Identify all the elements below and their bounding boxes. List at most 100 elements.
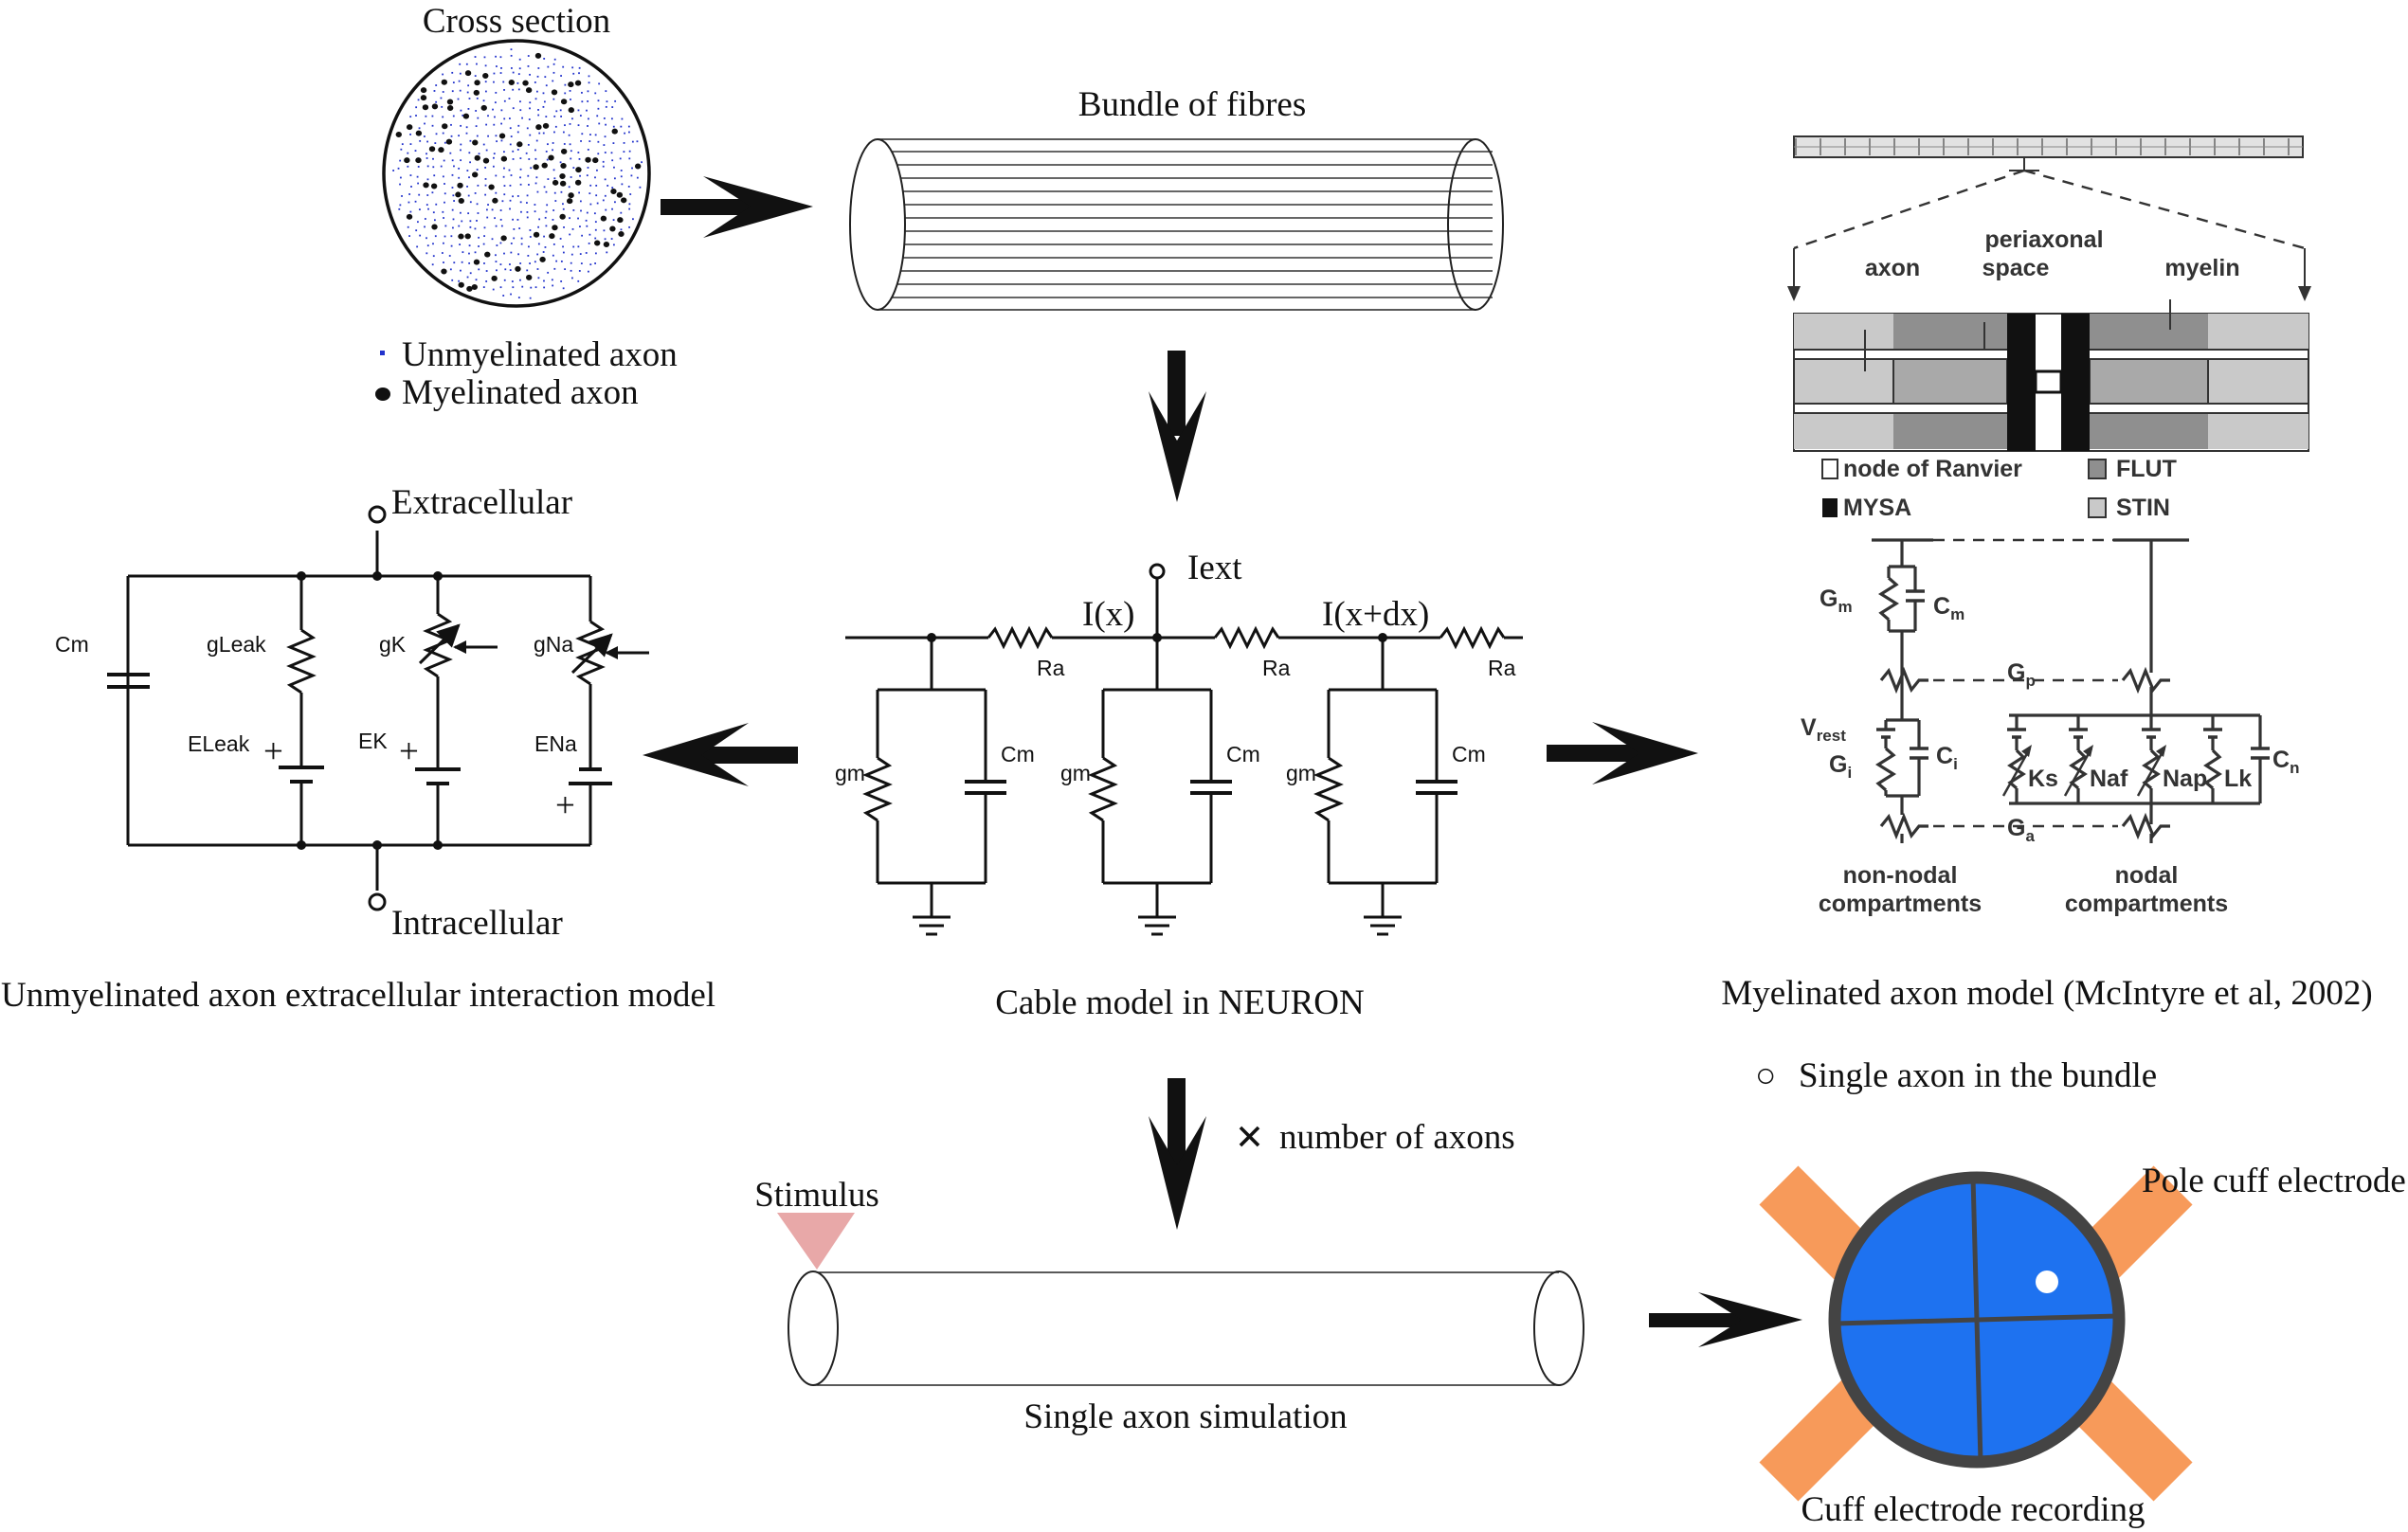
unmyelinated-axon-dot [482, 286, 485, 289]
unmyelinated-axon-dot [499, 286, 502, 289]
unmyelinated-axon-dot [459, 63, 462, 65]
unmyelinated-axon-dot [425, 157, 428, 159]
unmyelinated-axon-dot [593, 212, 596, 215]
gm-label: gm [1060, 761, 1091, 785]
unmyelinated-axon-dot [526, 194, 529, 197]
unmyelinated-axon-dot [552, 142, 554, 144]
unmyelinated-axon-dot [542, 251, 545, 253]
myelinated-axon-dot [457, 182, 463, 189]
unmyelinated-axon-dot [509, 143, 512, 146]
unmyelinated-axon-dot [578, 66, 581, 69]
unmyelinated-axon-dot [542, 105, 545, 108]
unmyelinated-axon-dot [542, 92, 545, 95]
cn-label: Cn [2272, 747, 2299, 777]
unmyelinated-axon-dot [553, 177, 556, 180]
unmyelinated-axon-dot [535, 176, 538, 179]
unmyelinated-axon-dot [553, 191, 556, 194]
pole-cuff-label: Pole cuff electrode [2142, 1162, 2406, 1200]
unmyelinated-axon-dot [435, 100, 438, 103]
unmyelinated-axon-dot [569, 143, 571, 146]
arrow-cross-to-bundle [661, 176, 813, 238]
unmyelinated-axon-dot [418, 193, 421, 196]
unmyelinated-axon-dot [442, 175, 444, 178]
unmyelinated-axon-dot [474, 56, 477, 58]
myelinated-axon-dot [609, 225, 616, 232]
unmyelinated-axon-dot [474, 227, 477, 230]
node-longitudinal-section [1793, 299, 2309, 452]
unmyelinated-axon-dot [579, 200, 582, 203]
unmyelinated-axon-dot [577, 124, 580, 127]
ra-label-2: Ra [1262, 656, 1291, 680]
unmyelinated-axon-dot [495, 91, 498, 94]
unmyelinated-axon-dot [513, 228, 516, 230]
unmyelinated-axon-dot [536, 268, 539, 270]
unmyelinated-axon-dot [432, 157, 434, 160]
unmyelinated-axon-dot [452, 194, 455, 197]
unmyelinated-axon-dot [496, 140, 498, 143]
unmyelinated-axon-dot [499, 56, 502, 59]
unmyelinated-axon-dot [450, 235, 453, 238]
ion-channel: Nap [2136, 715, 2207, 803]
periaxonal-label-2: space [1983, 255, 2050, 281]
myelinated-axon-dot [525, 87, 533, 94]
unmyelinated-axon-dot [612, 243, 615, 246]
unmyelinated-axon-dot [424, 135, 425, 137]
unmyelinated-axon-dot [519, 183, 522, 186]
myelinated-axon-dot [406, 124, 413, 131]
unmyelinated-axon-dot [503, 193, 506, 196]
unmyelinated-axon-dot [551, 279, 553, 281]
unmyelinated-axon-dot [476, 135, 479, 137]
myelinated-axon-dot [566, 198, 573, 205]
unmyelinated-axon-dot [594, 134, 597, 136]
unmyelinated-axon-dot [469, 225, 472, 228]
unmyelinated-axon-dot [552, 254, 554, 257]
unmyelinated-axon-dot [572, 167, 575, 169]
unmyelinated-axon-dot [415, 229, 418, 232]
unmyelinated-axon-dot [564, 124, 566, 127]
unmyelinated-axon-dot [435, 133, 438, 135]
unmyelinated-axon-dot [399, 204, 402, 207]
unmyelinated-axon-dot [400, 176, 402, 179]
unmyelinated-axon-dot [503, 89, 505, 91]
unmyelinated-axon-dot [528, 245, 530, 248]
unmyelinated-axon-dot [494, 116, 496, 118]
unmyelinated-axon-dot [432, 211, 435, 214]
unmyelinated-axon-dot [433, 174, 436, 177]
unmyelinated-axon-dot [596, 202, 599, 205]
myelinated-axon-dot [574, 179, 582, 186]
cross-section-circle [382, 39, 651, 308]
unmyelinated-axon-dot [597, 140, 600, 143]
sodium-branch: gNa ENa + [534, 576, 649, 845]
unmyelinated-axon-dot [555, 260, 558, 262]
unmyelinated-axon-dot [577, 217, 579, 220]
myelinated-axon-dot [428, 146, 436, 153]
unmyelinated-axon-dot [419, 139, 422, 142]
unmyelinated-axon-dot [628, 225, 630, 228]
unmyelinated-axon-dot [459, 243, 462, 245]
unmyelinated-axon-dot [578, 191, 581, 194]
unmyelinated-axon-dot [537, 114, 540, 117]
unmyelinated-axon-dot [443, 159, 445, 162]
unmyelinated-axon-dot [605, 123, 607, 126]
ion-channel: Naf [2063, 715, 2128, 803]
unmyelinated-axon-dot [462, 114, 464, 117]
unmyelinated-axon-dot [552, 80, 554, 82]
unmyelinated-axon-dot [441, 252, 444, 254]
unmyelinated-axon-dot [441, 105, 444, 108]
unmyelinated-axon-dot [449, 268, 452, 271]
unmyelinated-axon-dot [606, 100, 608, 103]
unmyelinated-axon-dot [509, 199, 512, 202]
unmyelinated-axon-dot [457, 98, 460, 100]
unmyelinated-axon-dot [510, 251, 513, 254]
unmyelinated-axon-dot [604, 238, 607, 241]
unmyelinated-axon-dot [613, 166, 615, 169]
unmyelinated-axon-dot [598, 122, 601, 125]
unmyelinated-axon-dot [513, 237, 516, 240]
unmyelinated-axon-dot [571, 66, 574, 69]
unmyelinated-axon-dot [465, 63, 468, 65]
myelinated-axon-dot [541, 162, 548, 169]
unmyelinated-axon-dot [553, 267, 556, 270]
unmyelinated-axon-dot [630, 174, 633, 177]
unmyelinated-axon-dot [628, 131, 630, 134]
unmyelinated-axon-dot [534, 98, 537, 100]
